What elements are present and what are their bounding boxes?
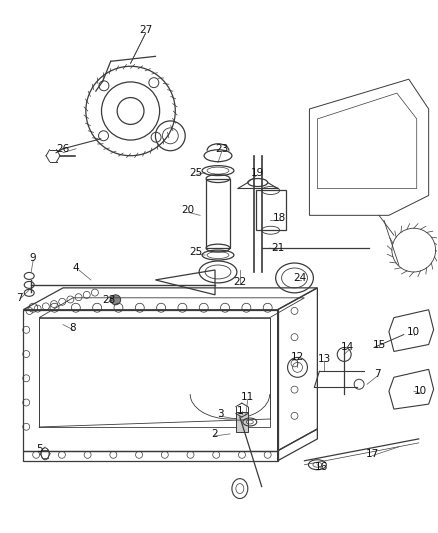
Text: 9: 9 [30, 253, 36, 263]
Text: 10: 10 [407, 327, 420, 336]
Text: 23: 23 [215, 144, 229, 154]
Text: 3: 3 [217, 409, 223, 419]
Text: 14: 14 [341, 343, 354, 352]
Bar [206, 179, 230, 248]
Bar [39, 318, 270, 427]
Bar [236, 412, 248, 432]
Text: 25: 25 [190, 247, 203, 257]
Text: 8: 8 [70, 322, 76, 333]
Text: 4: 4 [73, 263, 79, 273]
Text: 11: 11 [241, 392, 254, 402]
Text: 27: 27 [139, 25, 152, 35]
Text: 7: 7 [374, 369, 380, 379]
Text: 16: 16 [315, 462, 328, 472]
Text: 26: 26 [57, 144, 70, 154]
Text: 20: 20 [182, 205, 195, 215]
Text: 5: 5 [36, 444, 42, 454]
Circle shape [111, 295, 120, 305]
Text: 15: 15 [372, 340, 385, 350]
Text: 12: 12 [291, 352, 304, 362]
Text: 7: 7 [16, 293, 23, 303]
Bar [256, 190, 286, 230]
Text: 2: 2 [212, 429, 218, 439]
Text: 1: 1 [237, 406, 243, 416]
Text: 28: 28 [102, 295, 115, 305]
Text: 18: 18 [273, 213, 286, 223]
Text: 22: 22 [233, 277, 247, 287]
Text: 19: 19 [251, 167, 265, 177]
Text: 21: 21 [271, 243, 284, 253]
Text: 24: 24 [293, 273, 306, 283]
Text: 25: 25 [190, 167, 203, 177]
Text: 13: 13 [318, 354, 331, 365]
Text: 17: 17 [365, 449, 378, 459]
Text: 10: 10 [414, 386, 427, 396]
